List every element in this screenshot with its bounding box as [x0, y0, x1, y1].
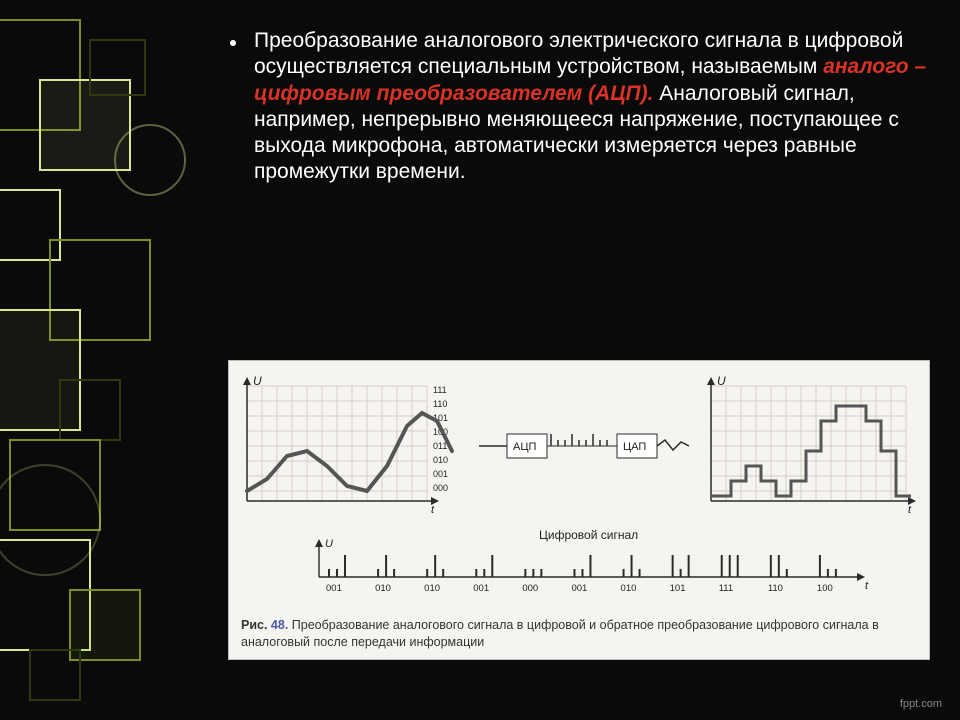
figure-caption: Рис. 48. Преобразование аналогового сигн… — [237, 617, 921, 651]
svg-text:101: 101 — [670, 583, 686, 594]
pulse-chart: Цифровой сигнал Ut 001 010 010 001 000 001 010 10… — [239, 527, 919, 607]
svg-text:001: 001 — [571, 583, 587, 594]
svg-text:Цифровой сигнал: Цифровой сигнал — [539, 528, 638, 542]
svg-text:000: 000 — [433, 483, 448, 493]
footer-credit: fppt.com — [900, 698, 942, 710]
svg-text:U: U — [325, 538, 333, 550]
svg-text:001: 001 — [326, 583, 342, 594]
svg-text:010: 010 — [621, 583, 637, 594]
caption-num: 48. — [271, 618, 288, 632]
para-before: Преобразование аналогового электрическог… — [254, 29, 903, 78]
svg-text:111: 111 — [433, 385, 447, 395]
svg-text:110: 110 — [433, 399, 447, 409]
caption-prefix: Рис. — [241, 618, 271, 632]
slide-text: Преобразование аналогового электрическог… — [230, 28, 930, 186]
svg-text:001: 001 — [433, 469, 448, 479]
svg-text:100: 100 — [817, 583, 833, 594]
svg-text:АЦП: АЦП — [513, 441, 536, 453]
caption-body: Преобразование аналогового сигнала в циф… — [241, 618, 879, 649]
svg-text:111: 111 — [719, 583, 733, 594]
digital-chart: Ut — [701, 371, 921, 521]
svg-text:ЦАП: ЦАП — [623, 441, 646, 453]
svg-text:011: 011 — [433, 441, 447, 451]
background-decoration — [0, 0, 220, 720]
paragraph: Преобразование аналогового электрическог… — [254, 28, 930, 186]
analog-chart: Ut111110101100011010001000 — [237, 371, 467, 521]
svg-text:001: 001 — [473, 583, 489, 594]
figure-panel: Ut 111 110 101 100 011 010 001 000 АЦП ЦАП Ut Циф… — [228, 360, 930, 660]
svg-text:110: 110 — [768, 583, 783, 594]
svg-text:010: 010 — [424, 583, 440, 594]
svg-text:010: 010 — [375, 583, 391, 594]
svg-text:U: U — [253, 374, 262, 388]
svg-text:t: t — [431, 504, 435, 516]
svg-text:t: t — [865, 580, 869, 592]
svg-text:t: t — [908, 504, 912, 516]
svg-text:000: 000 — [522, 583, 538, 594]
svg-text:010: 010 — [433, 455, 448, 465]
svg-text:U: U — [717, 374, 726, 388]
bullet-icon — [230, 40, 236, 46]
adc-dac-block: АЦП ЦАП — [479, 416, 689, 476]
